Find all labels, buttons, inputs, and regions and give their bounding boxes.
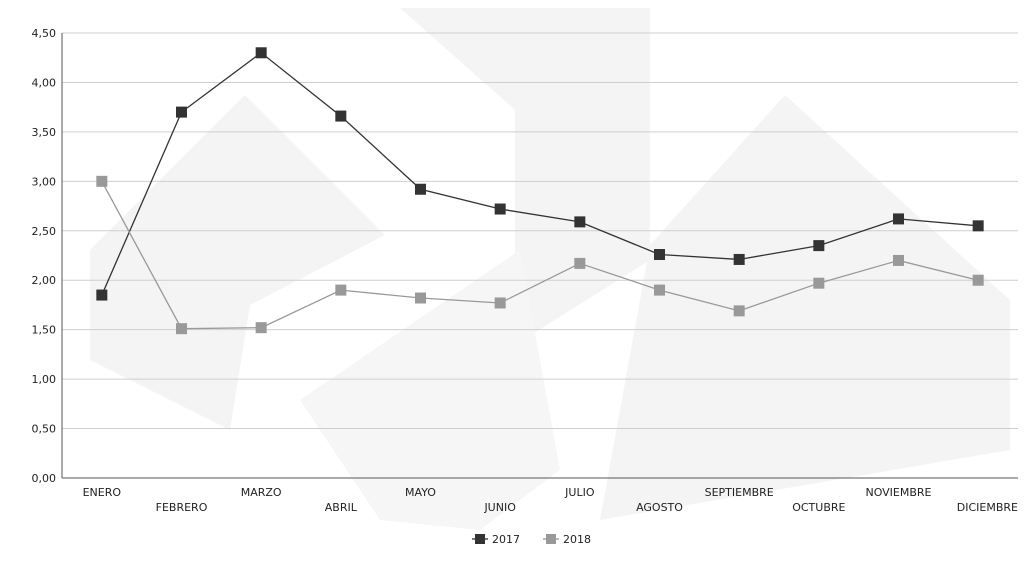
data-point bbox=[574, 216, 586, 228]
y-tick-label: 2,50 bbox=[32, 225, 57, 238]
data-point bbox=[893, 213, 904, 225]
watermark-shape bbox=[90, 95, 385, 430]
axes bbox=[61, 33, 1018, 479]
series-layer bbox=[96, 47, 984, 335]
y-tick-label: 3,50 bbox=[32, 126, 57, 139]
series-2017 bbox=[96, 47, 984, 301]
data-point bbox=[813, 277, 825, 289]
data-point bbox=[494, 297, 506, 309]
x-tick-label: AGOSTO bbox=[636, 501, 683, 514]
data-point bbox=[733, 305, 745, 317]
y-tick-label: 3,00 bbox=[32, 175, 57, 188]
watermark-shape bbox=[400, 8, 650, 345]
data-point bbox=[335, 110, 347, 122]
data-point bbox=[494, 203, 506, 215]
x-tick-label: NOVIEMBRE bbox=[865, 486, 931, 499]
y-tick-label: 4,50 bbox=[32, 27, 57, 40]
legend: 2017 2018 bbox=[472, 533, 591, 546]
data-point bbox=[972, 274, 984, 286]
x-tick-label: ABRIL bbox=[325, 501, 358, 514]
watermark-shape bbox=[300, 250, 560, 530]
x-tick-label: DICIEMBRE bbox=[957, 501, 1018, 514]
data-point bbox=[255, 322, 267, 334]
series-line bbox=[101, 181, 979, 330]
data-point bbox=[96, 289, 108, 301]
watermark-logo bbox=[90, 8, 1010, 530]
y-tick-labels: 0,00 0,50 1,00 1,50 2,00 2,50 3,00 3,50 4,00 4,50 bbox=[32, 27, 57, 485]
y-tick-label: 1,50 bbox=[32, 324, 57, 337]
data-point bbox=[574, 257, 586, 269]
data-point bbox=[415, 183, 426, 195]
legend-marker bbox=[546, 534, 556, 544]
x-tick-label: OCTUBRE bbox=[792, 501, 845, 514]
y-tick-label: 2,00 bbox=[32, 274, 57, 287]
y-tick-label: 4,00 bbox=[32, 76, 57, 89]
x-tick-label: SEPTIEMBRE bbox=[705, 486, 774, 499]
y-tick-label: 0,50 bbox=[32, 423, 57, 436]
series-line bbox=[101, 51, 979, 296]
data-point bbox=[972, 220, 984, 232]
x-tick-labels: ENERO FEBRERO MARZO ABRIL MAYO JUNIO JULIO AGOS… bbox=[83, 486, 1018, 514]
legend-label: 2017 bbox=[492, 533, 520, 546]
x-tick-label: JUNIO bbox=[483, 501, 516, 514]
legend-marker bbox=[475, 534, 485, 544]
y-tick-label: 0,00 bbox=[32, 472, 57, 485]
data-point bbox=[893, 254, 904, 266]
data-point bbox=[813, 240, 825, 252]
data-point bbox=[176, 106, 187, 118]
data-point bbox=[255, 47, 267, 59]
x-tick-label: JULIO bbox=[564, 486, 595, 499]
data-point bbox=[654, 249, 665, 261]
data-point bbox=[96, 175, 108, 187]
y-tick-label: 1,00 bbox=[32, 373, 57, 386]
data-point bbox=[654, 284, 665, 296]
data-point bbox=[176, 323, 187, 335]
data-point bbox=[415, 292, 426, 304]
x-tick-label: ENERO bbox=[83, 486, 122, 499]
x-tick-label: MARZO bbox=[241, 486, 282, 499]
x-tick-label: FEBRERO bbox=[156, 501, 208, 514]
legend-label: 2018 bbox=[563, 533, 591, 546]
watermark-shape bbox=[600, 95, 1010, 520]
x-tick-label: MAYO bbox=[405, 486, 436, 499]
data-point bbox=[733, 253, 745, 265]
data-point bbox=[335, 284, 347, 296]
series-2018 bbox=[96, 175, 984, 335]
